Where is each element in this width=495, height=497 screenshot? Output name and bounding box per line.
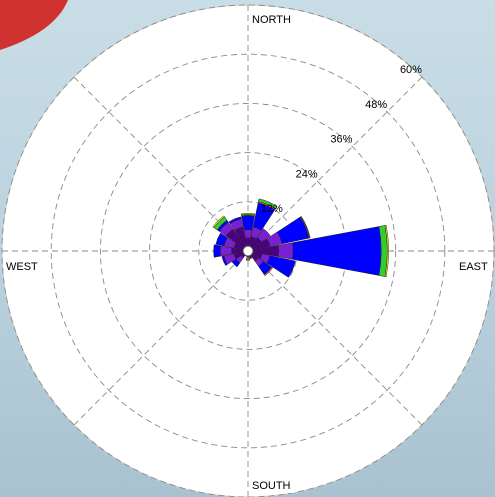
petal-segment-nnw-2: [228, 216, 242, 224]
grid-ring: [99, 102, 397, 400]
petal-segment-s-3: [246, 256, 250, 260]
south-label: SOUTH: [252, 480, 291, 492]
grid-spoke: [247, 76, 423, 252]
grid-spoke: [247, 250, 423, 426]
corner-badge: [0, 0, 68, 50]
petal-segment-w-2: [213, 244, 221, 258]
petal-segment-wnw-2: [215, 232, 228, 247]
petal-segment-ene-4: [300, 215, 311, 239]
petal-segment-se-3: [263, 266, 274, 277]
petal-segment-e-1: [277, 242, 294, 260]
center-marker: [242, 245, 254, 257]
petal-segment-n-2: [241, 215, 255, 231]
west-label: WEST: [6, 261, 38, 273]
north-label: NORTH: [252, 14, 291, 26]
petal-segment-wsw-2: [221, 255, 228, 266]
grid: [1, 4, 495, 497]
grid-spoke: [73, 250, 249, 426]
radial-tick-label: 48%: [365, 99, 387, 111]
petal-segment-ese-2: [266, 255, 296, 278]
radial-tick-label: 60%: [400, 64, 422, 76]
petal-segment-sw-2: [231, 258, 241, 268]
radial-tick-label: 12%: [261, 203, 283, 215]
grid-ring: [50, 53, 446, 449]
petals: [212, 198, 389, 278]
petal-segment-nw-5: [212, 215, 225, 228]
petal-segment-ne-1: [256, 228, 271, 243]
petal-segment-e-5: [384, 224, 389, 278]
petal-segment-s-4: [245, 258, 251, 261]
petal-segment-nne-4: [258, 198, 278, 210]
radial-tick-label: 24%: [296, 168, 318, 180]
petal-segment-n-5: [240, 213, 256, 216]
radial-tick-label: 36%: [330, 134, 352, 146]
east-label: EAST: [459, 261, 488, 273]
